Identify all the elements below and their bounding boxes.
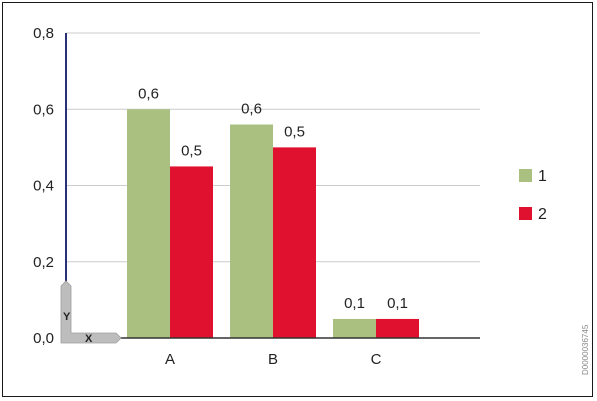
data-label-1-A: 0,6: [138, 85, 159, 102]
data-label-2-C: 0,1: [387, 295, 408, 312]
bar-2-A: [170, 166, 213, 338]
document-id-label: D0000036745: [581, 324, 590, 375]
data-label-2-B: 0,5: [284, 123, 305, 140]
data-label-2-A: 0,5: [181, 142, 202, 159]
x-tick-label-A: A: [165, 351, 175, 368]
bar-2-C: [376, 318, 419, 338]
legend-swatch-1: [519, 169, 532, 182]
x-tick-label-B: B: [268, 351, 278, 368]
bar-1-B: [230, 124, 273, 338]
bar-2-B: [273, 147, 316, 338]
y-tick-label-3: 0,6: [33, 101, 54, 118]
axis-corner-x-label: X: [85, 333, 93, 345]
legend-label-2: 2: [538, 206, 547, 223]
axis-corner-icon: [60, 280, 122, 344]
y-tick-label-4: 0,8: [33, 25, 54, 42]
x-tick-label-C: C: [371, 351, 382, 368]
y-tick-label-2: 0,4: [33, 178, 54, 195]
bar-1-C: [333, 318, 376, 338]
legend-label-1: 1: [538, 168, 547, 185]
data-label-1-B: 0,6: [241, 101, 262, 118]
axis-corner-y-label: Y: [63, 311, 71, 323]
chart-frame: [2, 2, 593, 397]
bar-1-A: [127, 109, 170, 338]
y-tick-label-1: 0,2: [33, 254, 54, 271]
data-label-1-C: 0,1: [344, 295, 365, 312]
legend-swatch-2: [519, 207, 532, 220]
y-tick-label-0: 0,0: [33, 330, 54, 347]
